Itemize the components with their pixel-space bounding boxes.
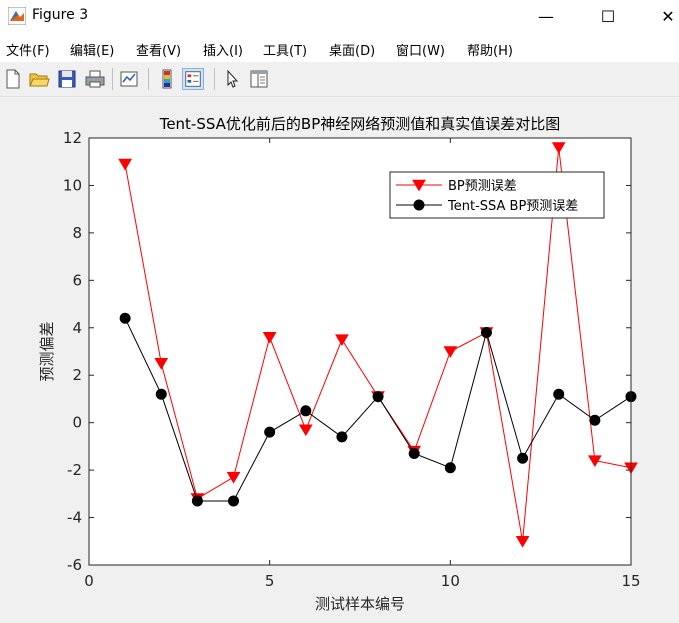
menu-window[interactable]: 窗口(W) bbox=[396, 44, 445, 59]
y-tick-label: 4 bbox=[72, 319, 82, 337]
toolbar-separator bbox=[112, 68, 113, 90]
toolbar-separator bbox=[148, 68, 149, 90]
data-point-series-1 bbox=[335, 334, 349, 347]
data-point-series-2 bbox=[444, 462, 456, 474]
figure-area: 0 5 10 15 -6 -4 -2 0 2 4 6 8 10 12 Tent-SSA优化前后的BP神经网… bbox=[0, 97, 679, 619]
new-figure-icon[interactable] bbox=[2, 68, 24, 90]
data-point-series-2 bbox=[300, 405, 312, 417]
data-point-series-2 bbox=[480, 327, 492, 339]
x-tick-label: 0 bbox=[84, 572, 94, 590]
close-button[interactable]: ✕ bbox=[645, 0, 679, 32]
legend[interactable]: BP预测误差 Tent-SSA BP预测误差 bbox=[389, 171, 605, 219]
menu-desktop[interactable]: 桌面(D) bbox=[329, 44, 376, 59]
property-inspector-icon[interactable] bbox=[248, 68, 270, 90]
data-point-series-1 bbox=[154, 358, 169, 370]
y-tick-label: -2 bbox=[67, 461, 82, 479]
y-tick-label: 10 bbox=[63, 176, 82, 194]
legend-box bbox=[389, 171, 605, 219]
data-point-series-2 bbox=[372, 391, 384, 403]
data-point-series-1 bbox=[587, 455, 602, 468]
menu-help[interactable]: 帮助(H) bbox=[467, 44, 513, 59]
data-point-series-2 bbox=[553, 388, 565, 400]
insert-colorbar-icon[interactable] bbox=[156, 68, 178, 90]
insert-legend-icon[interactable] bbox=[182, 68, 204, 90]
y-tick-label: 0 bbox=[72, 414, 82, 432]
maximize-icon: ☐ bbox=[600, 6, 616, 26]
data-point-series-2 bbox=[517, 452, 529, 464]
x-tick-label: 15 bbox=[621, 572, 640, 590]
legend-label-series-2: Tent-SSA BP预测误差 bbox=[447, 199, 578, 214]
matlab-app-icon bbox=[8, 7, 26, 25]
data-point-series-2 bbox=[119, 312, 131, 324]
y-tick-label: 2 bbox=[72, 366, 82, 384]
data-point-series-2 bbox=[408, 448, 420, 460]
y-tick-label: -4 bbox=[67, 509, 82, 527]
minimize-button[interactable]: — bbox=[523, 0, 569, 32]
menu-view[interactable]: 查看(V) bbox=[136, 44, 182, 59]
menu-bar: 文件(F) 编辑(E) 查看(V) 插入(I) 工具(T) 桌面(D) 窗口(W… bbox=[0, 32, 679, 62]
x-axis-label: 测试样本编号 bbox=[315, 595, 405, 613]
menu-edit[interactable]: 编辑(E) bbox=[70, 44, 115, 59]
data-point-series-1 bbox=[226, 471, 241, 484]
data-point-series-2 bbox=[589, 414, 601, 426]
data-point-series-1 bbox=[551, 142, 566, 154]
maximize-button[interactable]: ☐ bbox=[585, 0, 631, 32]
y-tick-label: 8 bbox=[72, 224, 82, 242]
chart-svg[interactable]: 0 5 10 15 -6 -4 -2 0 2 4 6 8 10 12 Tent-SSA优化前后的BP神经网… bbox=[0, 97, 679, 619]
data-point-series-1 bbox=[298, 424, 313, 437]
menu-tools[interactable]: 工具(T) bbox=[263, 44, 308, 59]
data-point-series-1 bbox=[515, 535, 530, 548]
toolbar-separator bbox=[214, 68, 215, 90]
legend-label-series-1: BP预测误差 bbox=[448, 179, 517, 194]
data-point-series-1 bbox=[262, 331, 277, 344]
open-file-icon[interactable] bbox=[28, 68, 50, 90]
window-title: Figure 3 bbox=[32, 7, 89, 23]
x-tick-label: 5 bbox=[265, 572, 275, 590]
data-point-series-1 bbox=[443, 346, 458, 358]
close-icon: ✕ bbox=[661, 6, 675, 26]
y-tick-label: 6 bbox=[72, 271, 82, 289]
link-plot-icon[interactable] bbox=[118, 68, 140, 90]
data-point-series-2 bbox=[228, 495, 240, 507]
toolbar bbox=[0, 62, 679, 97]
y-axis-label: 预测偏差 bbox=[38, 321, 56, 381]
save-icon[interactable] bbox=[56, 68, 78, 90]
data-point-series-2 bbox=[336, 431, 348, 443]
print-icon[interactable] bbox=[84, 68, 106, 90]
x-tick-label: 10 bbox=[441, 572, 460, 590]
data-point-series-1 bbox=[118, 158, 133, 171]
title-bar: Figure 3 — ☐ ✕ bbox=[0, 0, 679, 32]
data-point-series-2 bbox=[264, 426, 276, 438]
legend-marker-series-1 bbox=[412, 179, 426, 192]
data-point-series-2 bbox=[191, 495, 203, 507]
axes-box bbox=[88, 137, 632, 566]
data-point-series-2 bbox=[155, 388, 167, 400]
y-tick-label: -6 bbox=[67, 556, 82, 574]
minimize-icon: — bbox=[538, 6, 554, 26]
legend-marker-series-2 bbox=[413, 199, 425, 211]
y-tick-label: 12 bbox=[63, 129, 82, 147]
edit-plot-arrow-icon[interactable] bbox=[222, 68, 244, 90]
menu-insert[interactable]: 插入(I) bbox=[203, 44, 243, 59]
menu-file[interactable]: 文件(F) bbox=[6, 44, 50, 59]
chart-title: Tent-SSA优化前后的BP神经网络预测值和真实值误差对比图 bbox=[159, 115, 561, 133]
